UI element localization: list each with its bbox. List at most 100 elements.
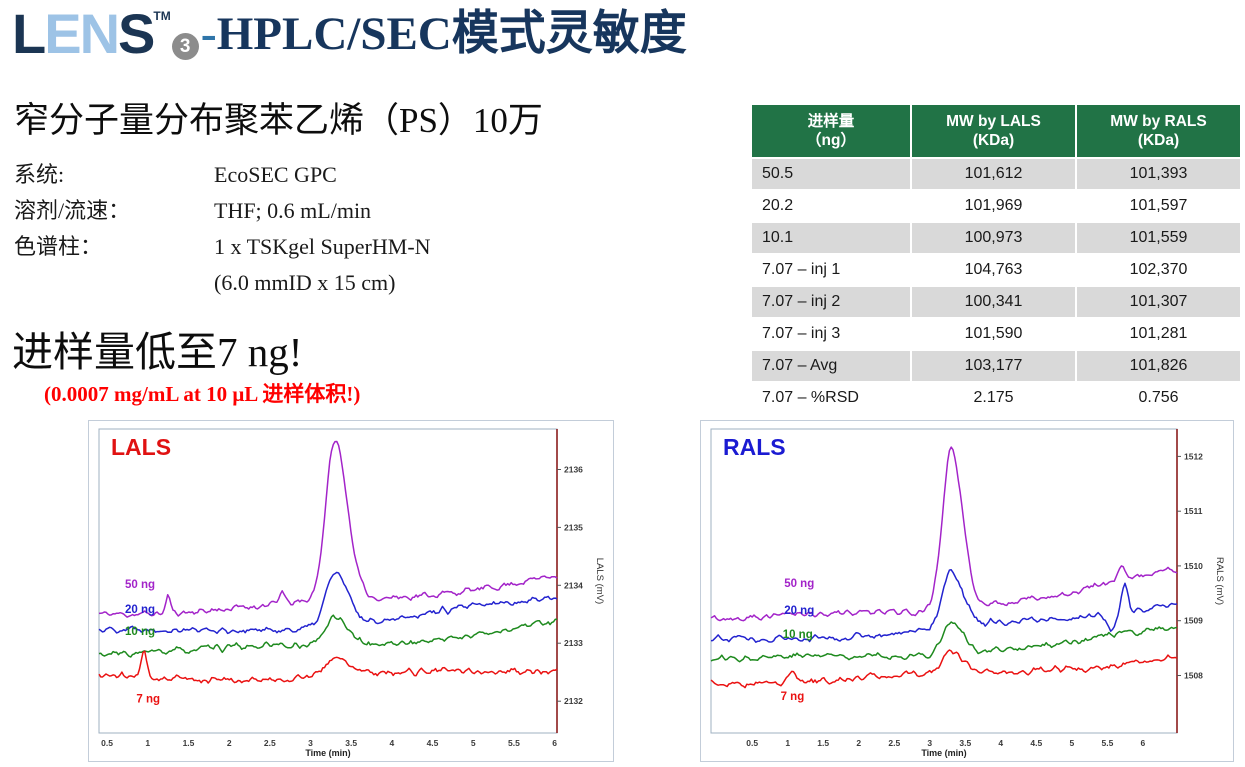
spec-row-solvent: 溶剂/流速： THF; 0.6 mL/min: [14, 193, 724, 229]
x-tick-label: 3.5: [345, 738, 357, 748]
x-tick-label: 1.5: [183, 738, 195, 748]
trace-10ng: [710, 621, 1178, 663]
x-tick-label: 1: [785, 738, 790, 748]
trace-20ng: [710, 569, 1178, 643]
x-tick-label: 3: [927, 738, 932, 748]
logo-trademark: TM: [153, 9, 171, 23]
logo-letter-s: S: [118, 2, 155, 65]
y-tick-label: 1512: [1184, 451, 1203, 461]
spec-value: (6.0 mmID x 15 cm): [214, 270, 396, 295]
cell-mw-lals: 101,590: [910, 317, 1077, 351]
cell-mw-lals: 100,973: [910, 221, 1077, 255]
page-title: HPLC/SEC模式灵敏度: [216, 7, 687, 60]
cell-mw-rals: 101,559: [1075, 221, 1242, 255]
trace-label-10ng: 10 ng: [125, 626, 155, 638]
title-dash: -: [200, 7, 217, 60]
rals-chromatogram-chart: 0.5 1 1.5 2 2.5 3 3.5 4 4.5 5 5.5 6 1508 1509 1510 1511…: [700, 420, 1234, 762]
x-axis-title: Time (min): [921, 748, 966, 758]
table-row: 7.07 – inj 1 104,763 102,370: [750, 253, 1242, 287]
rals-plot: 0.5 1 1.5 2 2.5 3 3.5 4 4.5 5 5.5 6 1508 1509 1510 1511…: [710, 428, 1225, 758]
x-tick-label: 2: [856, 738, 861, 748]
cell-mw-rals: 0.756: [1075, 381, 1242, 415]
table-row: 7.07 – Avg 103,177 101,826: [750, 349, 1242, 383]
spec-row-column: 色谱柱： 1 x TSKgel SuperHM-N: [14, 229, 724, 265]
y-tick-label: 1510: [1184, 561, 1203, 571]
trace-label-50ng: 50 ng: [784, 578, 814, 590]
cell-mw-rals: 101,393: [1075, 157, 1242, 191]
y-tick-label: 2132: [564, 696, 583, 706]
spec-value: EcoSEC GPC: [214, 162, 337, 187]
table-header-row: 进样量 （ng） MW by LALS (KDa) MW by RALS (KD…: [750, 103, 1242, 159]
spec-label: [14, 265, 214, 301]
table-row: 50.5 101,612 101,393: [750, 157, 1242, 191]
x-tick-label: 5.5: [508, 738, 520, 748]
y-tick-label: 2135: [564, 522, 583, 532]
chart-title: RALS: [723, 434, 786, 460]
header-line: 进样量: [807, 112, 855, 130]
cell-injection: 20.2: [750, 189, 912, 223]
cell-mw-lals: 101,612: [910, 157, 1077, 191]
cell-injection: 7.07 – Avg: [750, 349, 912, 383]
cell-injection: 50.5: [750, 157, 912, 191]
x-tick-label: 2: [227, 738, 232, 748]
cell-injection: 7.07 – inj 3: [750, 317, 912, 351]
trace-50ng: [98, 440, 558, 618]
x-tick-label: 4: [390, 738, 395, 748]
cell-mw-rals: 101,307: [1075, 285, 1242, 319]
table-row: 20.2 101,969 101,597: [750, 189, 1242, 223]
table-row: 7.07 – inj 3 101,590 101,281: [750, 317, 1242, 351]
trace-20ng: [98, 571, 558, 635]
x-tick-label: 5: [471, 738, 476, 748]
x-tick-label: 1.5: [817, 738, 829, 748]
y-tick-label: 1509: [1184, 616, 1203, 626]
x-tick-label: 4.5: [427, 738, 439, 748]
x-tick-label: 0.5: [101, 738, 113, 748]
logo-letter-e: E: [44, 2, 81, 65]
sample-info: 窄分子量分布聚苯乙烯（PS）10万 系统: EcoSEC GPC 溶剂/流速： …: [14, 92, 724, 301]
x-tick-label: 0.5: [746, 738, 758, 748]
header-line: (KDa): [1137, 132, 1180, 149]
cell-injection: 7.07 – inj 2: [750, 285, 912, 319]
sample-heading: 窄分子量分布聚苯乙烯（PS）10万: [14, 101, 543, 140]
y-axis-title: LALS (mV): [594, 558, 605, 604]
spec-row-column-dims: (6.0 mmID x 15 cm): [14, 265, 724, 301]
header-line: MW by RALS: [1110, 112, 1207, 130]
x-tick-label: 5: [1070, 738, 1075, 748]
table-row: 7.07 – %RSD 2.175 0.756: [750, 381, 1242, 415]
plot-frame: [710, 428, 1178, 734]
x-axis-title: Time (min): [305, 748, 350, 758]
injection-highlight-note: (0.0007 mg/mL at 10 μL 进样体积!): [44, 382, 361, 406]
trace-50ng: [710, 446, 1178, 622]
x-tick-label: 2.5: [264, 738, 276, 748]
cell-mw-lals: 2.175: [910, 381, 1077, 415]
trace-10ng: [98, 614, 558, 658]
table-row: 10.1 100,973 101,559: [750, 221, 1242, 255]
spec-value: THF; 0.6 mL/min: [214, 198, 372, 223]
logo-letter-n: N: [79, 2, 120, 65]
logo-3-badge: 3: [171, 33, 199, 60]
x-tick-label: 6: [1141, 738, 1146, 748]
col-header-mw-lals: MW by LALS (KDa): [910, 103, 1077, 159]
cell-injection: 7.07 – %RSD: [750, 381, 912, 415]
trace-label-7ng: 7 ng: [781, 691, 805, 703]
spec-label: 系统:: [14, 162, 65, 187]
cell-mw-rals: 101,826: [1075, 349, 1242, 383]
spec-row-system: 系统: EcoSEC GPC: [14, 157, 724, 193]
mw-results-table: 进样量 （ng） MW by LALS (KDa) MW by RALS (KD…: [750, 103, 1242, 415]
trace-label-20ng: 20 ng: [784, 605, 814, 617]
lals-chromatogram-chart: 0.5 1 1.5 2 2.5 3 3.5 4 4.5 5 5.5 6 2132 2133 2134 2135…: [88, 420, 614, 762]
y-tick-label: 2134: [564, 580, 583, 590]
y-tick-label: 2136: [564, 465, 583, 475]
y-axis-title: RALS (mV): [1214, 557, 1225, 605]
cell-mw-rals: 101,281: [1075, 317, 1242, 351]
trace-7ng: [98, 650, 558, 684]
x-tick-label: 3.5: [959, 738, 971, 748]
cell-mw-lals: 100,341: [910, 285, 1077, 319]
cell-mw-lals: 103,177: [910, 349, 1077, 383]
slide-title: L E N S TM 3 - HPLC/SEC模式灵敏度: [12, 6, 687, 62]
y-tick-label: 2133: [564, 638, 583, 648]
cell-mw-lals: 101,969: [910, 189, 1077, 223]
y-tick-label: 1511: [1184, 506, 1203, 516]
spec-value: 1 x TSKgel SuperHM-N: [214, 234, 431, 259]
